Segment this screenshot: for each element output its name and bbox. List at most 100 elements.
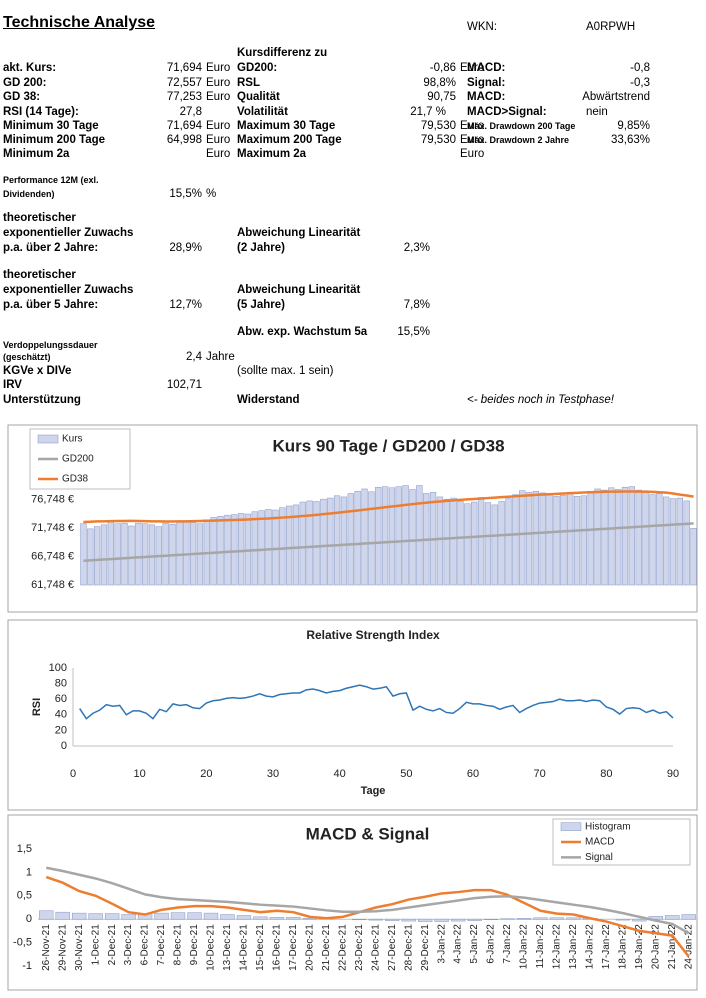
bar — [516, 918, 532, 920]
bar — [107, 521, 114, 586]
text-cell: 27,8 — [179, 106, 202, 118]
x-tick-label: 24-Dec-21 — [370, 924, 381, 971]
bar — [663, 496, 670, 586]
bar — [443, 498, 450, 586]
x-tick-label: 17-Dec-21 — [288, 924, 299, 971]
text-cell: theoretischer — [3, 212, 76, 224]
text-cell: Kursdifferenz zu — [237, 47, 328, 59]
bar — [491, 504, 498, 586]
bar — [354, 490, 361, 586]
text-cell: Max. Drawdown 2 Jahre — [467, 135, 570, 145]
x-tick-label: 20-Jan-22 — [650, 924, 661, 969]
text-cell: 12,7% — [169, 299, 202, 311]
x-tick-label: 90 — [667, 768, 679, 780]
bar — [121, 522, 128, 586]
x-tick-label: 13-Dec-21 — [222, 924, 233, 971]
bar — [409, 489, 416, 586]
y-tick-label: 80 — [55, 678, 67, 690]
legend-label: GD38 — [62, 474, 89, 485]
bar — [533, 917, 548, 920]
bar — [292, 504, 300, 586]
text-cell: Euro — [460, 134, 485, 146]
line-series — [45, 866, 690, 935]
text-cell: Abw. exp. Wachstum 5a — [237, 326, 368, 338]
bar — [154, 912, 169, 920]
bar — [477, 497, 485, 586]
bar — [484, 502, 492, 586]
y-tick-label: 0,5 — [17, 890, 32, 902]
x-tick-label: 28-Dec-21 — [403, 924, 414, 971]
bar — [601, 489, 608, 586]
x-tick-label: 10-Dec-21 — [206, 924, 217, 971]
x-tick-label: 3-Jan-22 — [436, 924, 447, 964]
bar — [635, 489, 642, 586]
text-cell: WKN: — [467, 21, 498, 33]
text-cell: KGVe x DIVe — [3, 365, 72, 377]
text-cell: 71,694 — [166, 120, 202, 132]
x-tick-label: 70 — [534, 768, 546, 780]
x-tick-label: 7-Dec-21 — [156, 924, 167, 966]
line-series — [79, 684, 674, 720]
bar — [464, 503, 471, 586]
text-cell: akt. Kurs: — [3, 62, 57, 74]
x-tick-label: 8-Dec-21 — [173, 924, 184, 966]
bar — [80, 523, 87, 586]
y-tick-label: 40 — [55, 709, 67, 721]
bar — [450, 497, 457, 586]
bar — [436, 496, 444, 586]
line-series — [83, 522, 694, 563]
bar — [220, 914, 235, 920]
text-cell: GD200: — [237, 62, 278, 74]
text-cell: 79,530 — [420, 134, 456, 146]
text-cell: (sollte max. 1 sein) — [237, 365, 334, 377]
text-cell: nein — [586, 106, 608, 118]
x-tick-label: 29-Nov-21 — [57, 924, 68, 971]
text-cell: 102,71 — [166, 379, 202, 391]
document-title: Technische Analyse — [3, 14, 156, 31]
bar — [615, 918, 631, 921]
text-cell: Euro — [460, 120, 485, 132]
x-tick-label: 9-Dec-21 — [189, 924, 200, 966]
bar — [498, 501, 505, 586]
bar — [683, 500, 690, 586]
text-cell: -0,3 — [630, 77, 650, 89]
text-cell: Qualität — [237, 91, 280, 103]
text-cell: 90,75 — [427, 91, 456, 103]
bar — [632, 918, 647, 922]
x-tick-label: 13-Jan-22 — [568, 924, 579, 969]
text-cell: Euro — [206, 77, 231, 89]
legend-label: GD200 — [62, 454, 94, 465]
bar — [642, 492, 649, 586]
text-cell: exponentieller Zuwachs — [3, 227, 134, 239]
bar — [450, 918, 466, 922]
x-tick-label: 23-Dec-21 — [354, 924, 365, 971]
y-tick-label: 1 — [26, 866, 32, 878]
x-tick-label: 0 — [70, 768, 76, 780]
bar — [395, 486, 402, 586]
text-cell: 33,63% — [610, 134, 650, 146]
x-tick-label: 20 — [200, 768, 212, 780]
y-tick-label: 100 — [49, 662, 67, 674]
x-tick-label: 29-Dec-21 — [420, 924, 431, 971]
y-tick-label: 76,748 € — [31, 493, 74, 505]
text-cell: p.a. über 5 Jahre: — [3, 299, 99, 311]
x-tick-label: 50 — [400, 768, 412, 780]
text-cell: Euro — [460, 148, 485, 160]
bar — [549, 917, 565, 920]
text-cell: 21,7 % — [410, 106, 446, 118]
text-cell: 15,5% — [169, 188, 202, 200]
text-cell: -0,86 — [429, 62, 456, 74]
text-cell: 71,694 — [166, 62, 202, 74]
bar — [401, 918, 416, 922]
bar — [285, 505, 293, 586]
text-cell: 15,5% — [397, 326, 430, 338]
bar — [580, 495, 588, 586]
x-tick-label: 6-Dec-21 — [140, 924, 151, 966]
bar — [236, 915, 252, 920]
text-cell: Dividenden) — [3, 189, 55, 199]
text-cell: Abwärtstrend — [582, 91, 650, 103]
x-tick-label: 26-Nov-21 — [41, 924, 52, 971]
line-series — [45, 875, 690, 958]
text-cell: Maximum 200 Tage — [237, 134, 342, 146]
